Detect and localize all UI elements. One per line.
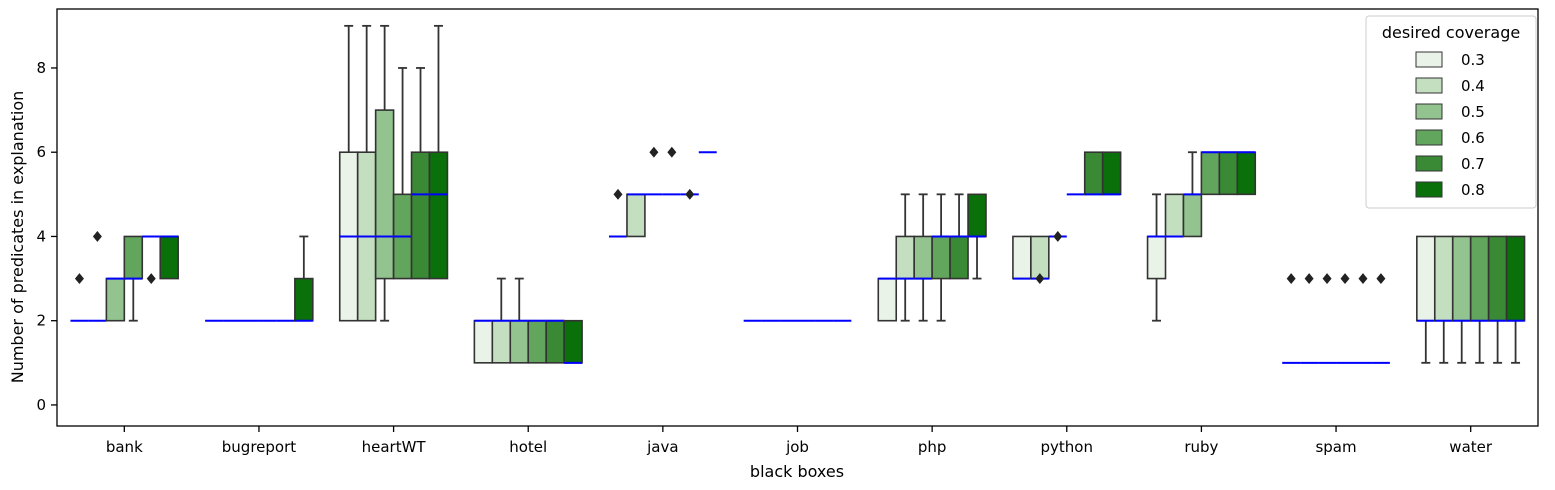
box (1200, 151, 1221, 196)
box (626, 193, 646, 238)
box (949, 235, 969, 280)
box (1030, 235, 1050, 280)
outlier-marker (146, 273, 156, 284)
box (1164, 193, 1185, 238)
series-0.4 (88, 24, 1454, 364)
outlier-marker (1304, 273, 1314, 284)
box (1236, 151, 1257, 196)
box (491, 319, 512, 364)
box (374, 109, 395, 280)
legend-label-0.4: 0.4 (1461, 77, 1485, 95)
outlier-marker (685, 188, 695, 200)
outlier-marker (1322, 273, 1332, 284)
box (563, 319, 583, 364)
legend-label-0.7: 0.7 (1461, 155, 1485, 173)
y-tick-label: 6 (36, 143, 46, 161)
x-tick-label-bugreport: bugreport (222, 438, 296, 456)
legend-title: desired coverage (1382, 23, 1520, 42)
outlier-marker (1358, 273, 1368, 284)
box (1146, 235, 1167, 280)
x-tick-label-ruby: ruby (1184, 438, 1218, 456)
outlier-marker (92, 231, 102, 242)
legend-label-0.5: 0.5 (1461, 103, 1485, 121)
box (1182, 193, 1203, 238)
legend-frame (1365, 15, 1537, 209)
box (527, 319, 547, 364)
legend-swatch-0.8 (1415, 181, 1443, 198)
outlier-marker (1035, 273, 1045, 284)
box (428, 151, 449, 280)
box (1218, 151, 1239, 196)
x-tick-label-heartWT: heartWT (362, 438, 427, 456)
y-tick-label: 2 (36, 312, 46, 330)
box (1451, 235, 1472, 322)
legend-swatch-0.3 (1415, 51, 1443, 68)
outlier-marker (1053, 231, 1063, 242)
legend: desired coverage 0.3 0.4 0.5 0.6 0.7 0.8 (1365, 15, 1537, 209)
box (1469, 235, 1490, 322)
series-0.7 (142, 67, 1508, 364)
axes: 0 2 4 6 8 bank bugreport heartWT hotel java job php… (36, 8, 1539, 456)
x-tick-label-java: java (646, 438, 678, 456)
x-tick-label-php: php (918, 438, 947, 456)
x-tick-label-bank: bank (106, 438, 143, 456)
box (967, 193, 987, 238)
x-tick-label-hotel: hotel (509, 438, 547, 456)
x-tick-label-spam: spam (1315, 438, 1356, 456)
legend-swatch-0.6 (1415, 129, 1443, 146)
outlier-marker (613, 188, 623, 200)
x-tick-label-python: python (1041, 438, 1093, 456)
box (1101, 151, 1122, 196)
box (105, 277, 126, 322)
series-0.8 (159, 24, 1526, 364)
box (509, 319, 530, 364)
legend-swatch-0.5 (1415, 103, 1443, 120)
series-0.5 (105, 24, 1472, 364)
box (1012, 235, 1032, 280)
legend-label-0.6: 0.6 (1461, 129, 1485, 147)
box (931, 235, 951, 280)
box (895, 235, 915, 280)
outlier-marker (1340, 273, 1350, 284)
outlier-marker (1286, 273, 1296, 284)
legend-label-0.8: 0.8 (1461, 181, 1485, 199)
outlier-marker (649, 146, 659, 158)
box (410, 151, 431, 280)
outlier-marker (667, 146, 677, 158)
legend-swatch-0.4 (1415, 77, 1443, 94)
box (159, 235, 179, 280)
box (1487, 235, 1508, 322)
x-tick-label-job: job (785, 438, 809, 456)
outlier-marker (1376, 273, 1386, 284)
box (123, 235, 144, 280)
legend-label-0.3: 0.3 (1461, 51, 1485, 69)
y-tick-label: 4 (36, 227, 46, 245)
x-tick-label-water: water (1449, 438, 1493, 456)
legend-swatch-0.7 (1415, 155, 1443, 172)
y-tick-label: 8 (36, 59, 46, 77)
box (1416, 235, 1436, 322)
series-0.6 (123, 67, 1490, 364)
x-axis-label: black boxes (750, 462, 844, 481)
box (473, 319, 494, 364)
box (1083, 151, 1104, 196)
box (545, 319, 565, 364)
y-tick-label: 0 (36, 396, 46, 414)
box (913, 235, 933, 280)
outlier-marker (74, 273, 84, 284)
box (877, 277, 898, 322)
box (1505, 235, 1526, 322)
y-axis-label: Number of predicates in explanation (8, 91, 27, 384)
box (1433, 235, 1454, 322)
box (294, 277, 314, 322)
plot-area (70, 24, 1526, 364)
